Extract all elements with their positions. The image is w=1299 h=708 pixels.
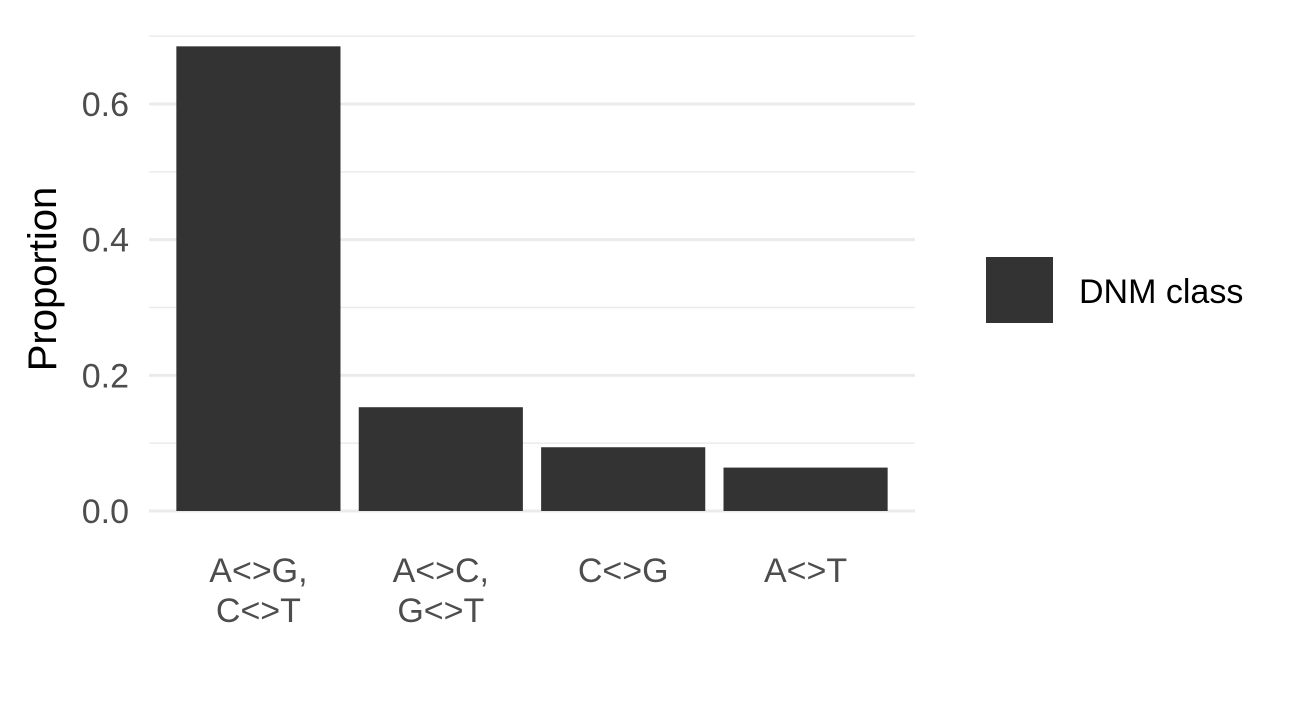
legend-label: DNM class xyxy=(1079,273,1243,311)
bar xyxy=(358,407,523,511)
bars xyxy=(176,46,888,511)
y-tick-label: 0.4 xyxy=(82,222,129,260)
x-tick-label: G<>T xyxy=(397,592,484,630)
x-tick-label: A<>C, xyxy=(393,552,489,590)
y-tick-label: 0.6 xyxy=(82,86,129,124)
bar xyxy=(176,46,341,511)
bar xyxy=(541,447,706,511)
x-tick-label: A<>G, xyxy=(209,552,307,590)
x-tick-labels: A<>G,C<>T A<>C,G<>T C<>G A<>T xyxy=(209,552,847,630)
x-tick-label: A<>T xyxy=(764,552,847,590)
y-tick-label: 0.0 xyxy=(82,493,129,531)
legend-key xyxy=(986,257,1053,323)
y-axis-title: Proportion xyxy=(21,187,65,372)
bar xyxy=(723,467,888,511)
x-tick-label: C<>G xyxy=(578,552,669,590)
x-tick-label: C<>T xyxy=(216,592,301,630)
legend: DNM class xyxy=(986,257,1243,323)
y-tick-label: 0.2 xyxy=(82,357,129,395)
y-tick-labels: 0.0 0.2 0.4 0.6 xyxy=(82,86,129,531)
